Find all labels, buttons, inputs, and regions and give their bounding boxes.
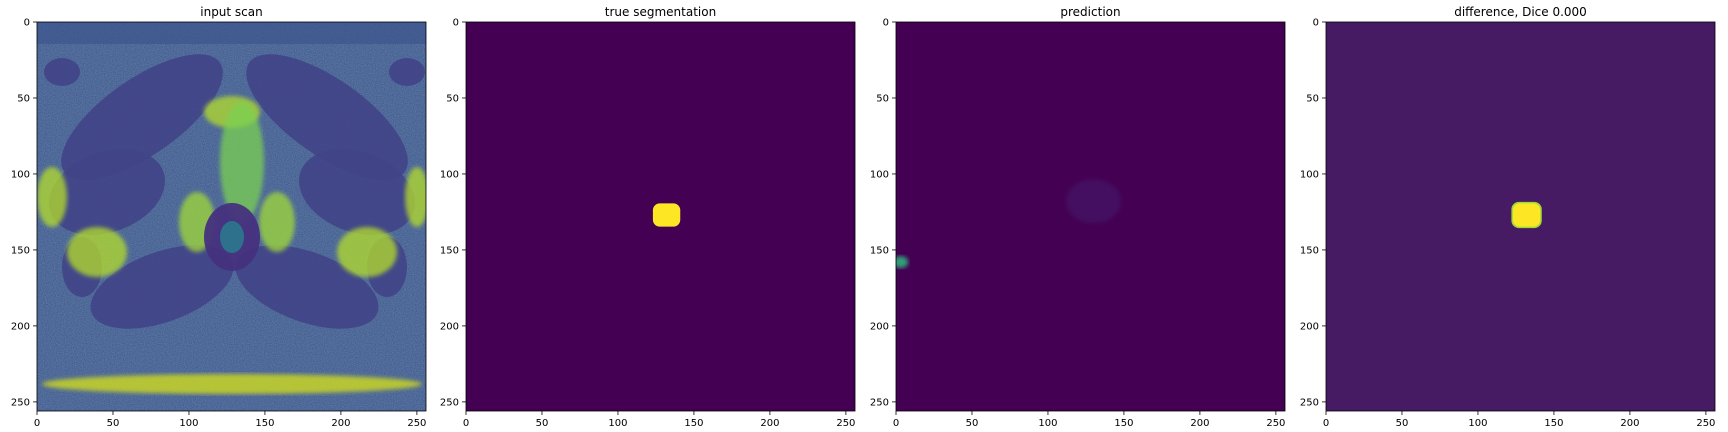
x-tick-label: 250 xyxy=(1266,418,1285,429)
x-tick-label: 100 xyxy=(608,418,627,429)
y-tick-label: 150 xyxy=(11,245,30,256)
y-tick-label: 100 xyxy=(1300,169,1319,180)
prediction-region xyxy=(1066,179,1121,224)
x-tick-label: 200 xyxy=(331,418,350,429)
x-tick-label: 100 xyxy=(1468,418,1487,429)
y-tick-label: 200 xyxy=(11,321,30,332)
x-tick-label: 50 xyxy=(536,418,549,429)
x-tick-label: 200 xyxy=(760,418,779,429)
panel-title: input scan xyxy=(200,5,263,19)
y-tick-label: 50 xyxy=(17,93,30,104)
x-tick-label: 0 xyxy=(1323,418,1329,429)
panel-input: input scan 0 50 100 150 200 250 0 50 100 150 200 250 xyxy=(11,5,427,429)
y-tick-label: 0 xyxy=(24,18,30,29)
y-tick-label: 250 xyxy=(870,397,889,408)
muscle-region xyxy=(48,149,166,235)
x-tick-label: 200 xyxy=(1190,418,1209,429)
muscle-region xyxy=(298,149,416,235)
axes-frame xyxy=(1325,21,1716,412)
y-tick-label: 100 xyxy=(870,169,889,180)
fat-region xyxy=(259,192,295,252)
y-tick-label: 0 xyxy=(883,18,889,29)
fat-region xyxy=(337,227,397,277)
fat-region xyxy=(42,374,422,394)
x-tick-label: 100 xyxy=(179,418,198,429)
x-tick-label: 100 xyxy=(1038,418,1057,429)
axes-frame xyxy=(36,21,427,412)
axes-frame xyxy=(465,21,856,412)
x-tick-label: 150 xyxy=(1544,418,1563,429)
y-tick-label: 200 xyxy=(870,321,889,332)
axes-frame xyxy=(895,21,1286,412)
heatmap-image xyxy=(896,22,1285,411)
x-tick-label: 0 xyxy=(463,418,469,429)
panel-pred: prediction 0 50 100 150 200 250 0 50 100 150 200 250 xyxy=(870,5,1286,429)
fat-region xyxy=(220,102,264,222)
panel-title: prediction xyxy=(1060,5,1120,19)
x-tick-label: 150 xyxy=(255,418,274,429)
y-tick-label: 250 xyxy=(440,397,459,408)
muscle-region xyxy=(90,245,234,329)
panel-title: true segmentation xyxy=(605,5,716,19)
heatmap-image xyxy=(37,22,426,411)
prediction-region xyxy=(896,256,909,269)
y-tick-label: 200 xyxy=(440,321,459,332)
x-tick-label: 150 xyxy=(684,418,703,429)
x-tick-label: 0 xyxy=(893,418,899,429)
organ-core xyxy=(220,221,244,253)
x-tick-label: 50 xyxy=(966,418,979,429)
muscle-region xyxy=(44,58,80,86)
panel-title: difference, Dice 0.000 xyxy=(1454,5,1587,19)
y-tick-label: 100 xyxy=(440,169,459,180)
x-tick-label: 150 xyxy=(1114,418,1133,429)
y-tick-label: 50 xyxy=(1306,93,1319,104)
y-tick-label: 200 xyxy=(1300,321,1319,332)
x-tick-label: 50 xyxy=(1396,418,1409,429)
x-tick-label: 50 xyxy=(107,418,120,429)
panel-diff: difference, Dice 0.000 0 50 100 150 200 250 0 50… xyxy=(1300,5,1716,429)
fat-region xyxy=(37,167,67,227)
muscle-region xyxy=(389,58,425,86)
panel-truth: true segmentation 0 50 100 150 200 250 0 50 100 15… xyxy=(440,5,856,429)
fat-region xyxy=(405,167,426,227)
y-tick-label: 50 xyxy=(446,93,459,104)
y-tick-label: 0 xyxy=(1313,18,1319,29)
muscle-region xyxy=(61,54,223,180)
x-tick-label: 0 xyxy=(34,418,40,429)
x-tick-label: 250 xyxy=(407,418,426,429)
y-tick-label: 250 xyxy=(1300,397,1319,408)
x-tick-label: 200 xyxy=(1620,418,1639,429)
segmentation-blob xyxy=(652,203,681,227)
y-tick-label: 100 xyxy=(11,169,30,180)
y-tick-label: 150 xyxy=(870,245,889,256)
heatmap-image xyxy=(466,22,855,411)
heatmap-image xyxy=(1326,22,1715,411)
y-tick-label: 150 xyxy=(1300,245,1319,256)
y-tick-label: 150 xyxy=(440,245,459,256)
x-tick-label: 250 xyxy=(836,418,855,429)
x-tick-label: 250 xyxy=(1696,418,1715,429)
y-tick-label: 50 xyxy=(876,93,889,104)
segmentation-blob xyxy=(1512,203,1541,227)
fat-region xyxy=(67,227,127,277)
muscle-region xyxy=(246,54,408,180)
y-tick-label: 250 xyxy=(11,397,30,408)
y-tick-label: 0 xyxy=(453,18,459,29)
